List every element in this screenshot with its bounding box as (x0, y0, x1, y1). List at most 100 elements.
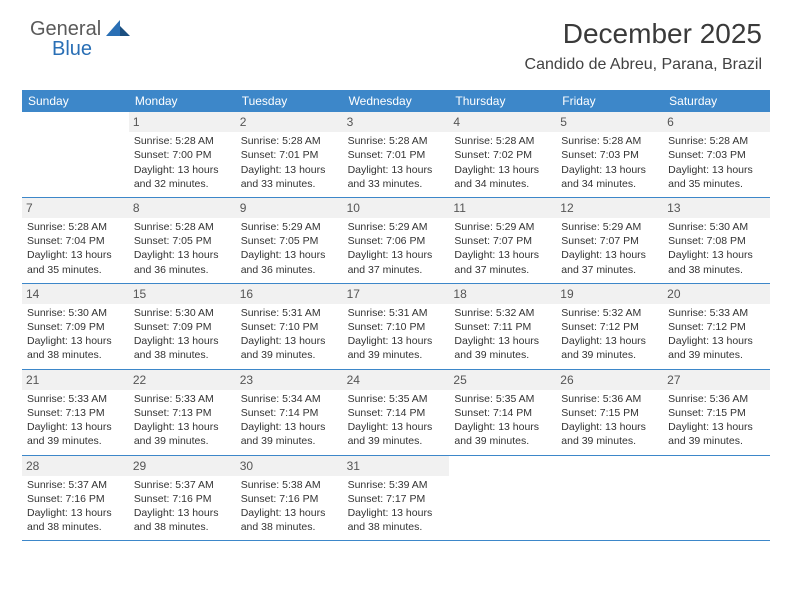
week-row: 21Sunrise: 5:33 AMSunset: 7:13 PMDayligh… (22, 370, 770, 456)
day-number: 5 (556, 112, 663, 132)
week-row: 14Sunrise: 5:30 AMSunset: 7:09 PMDayligh… (22, 284, 770, 370)
sunrise-text: Sunrise: 5:35 AM (454, 392, 551, 406)
day-cell: 8Sunrise: 5:28 AMSunset: 7:05 PMDaylight… (129, 198, 236, 283)
day-cell: 27 Sunrise: 5:36 AMSunset: 7:15 PMDayligh… (663, 370, 770, 455)
day-number: 12 (556, 198, 663, 218)
day-number: 6 (663, 112, 770, 132)
dow-tue: Tuesday (236, 90, 343, 112)
day-cell: 5Sunrise: 5:28 AMSunset: 7:03 PMDaylight… (556, 112, 663, 197)
day-number: 9 (236, 198, 343, 218)
sunset-text: Sunset: 7:08 PM (668, 234, 765, 248)
sunset-text: Sunset: 7:10 PM (348, 320, 445, 334)
day-cell: 1Sunrise: 5:28 AMSunset: 7:00 PMDaylight… (129, 112, 236, 197)
daylight-text: Daylight: 13 hours and 39 minutes. (668, 420, 765, 448)
dow-mon: Monday (129, 90, 236, 112)
sunset-text: Sunset: 7:03 PM (561, 148, 658, 162)
day-number: 25 (449, 370, 556, 390)
day-cell: 3Sunrise: 5:28 AMSunset: 7:01 PMDaylight… (343, 112, 450, 197)
day-cell: 31Sunrise: 5:39 AMSunset: 7:17 PMDayligh… (343, 456, 450, 541)
sunset-text: Sunset: 7:07 PM (454, 234, 551, 248)
daylight-text: Daylight: 13 hours and 39 minutes. (134, 420, 231, 448)
brand-part2: Blue (52, 38, 92, 61)
daylight-text: Daylight: 13 hours and 35 minutes. (668, 163, 765, 191)
sunrise-text: Sunrise: 5:37 AM (134, 478, 231, 492)
sunset-text: Sunset: 7:04 PM (27, 234, 124, 248)
daylight-text: Daylight: 13 hours and 39 minutes. (454, 334, 551, 362)
daylight-text: Daylight: 13 hours and 32 minutes. (134, 163, 231, 191)
day-number: 23 (236, 370, 343, 390)
daylight-text: Daylight: 13 hours and 39 minutes. (348, 420, 445, 448)
sunrise-text: Sunrise: 5:29 AM (454, 220, 551, 234)
day-cell: 24 Sunrise: 5:35 AMSunset: 7:14 PMDayligh… (343, 370, 450, 455)
daylight-text: Daylight: 13 hours and 39 minutes. (348, 334, 445, 362)
day-number: 26 (556, 370, 663, 390)
day-cell: 10Sunrise: 5:29 AMSunset: 7:06 PMDayligh… (343, 198, 450, 283)
sunset-text: Sunset: 7:15 PM (561, 406, 658, 420)
day-number: 4 (449, 112, 556, 132)
sunrise-text: Sunrise: 5:34 AM (241, 392, 338, 406)
daylight-text: Daylight: 13 hours and 39 minutes. (561, 420, 658, 448)
dow-thu: Thursday (449, 90, 556, 112)
sunrise-text: Sunrise: 5:28 AM (241, 134, 338, 148)
sunrise-text: Sunrise: 5:31 AM (348, 306, 445, 320)
day-number: 10 (343, 198, 450, 218)
daylight-text: Daylight: 13 hours and 39 minutes. (561, 334, 658, 362)
daylight-text: Daylight: 13 hours and 38 minutes. (348, 506, 445, 534)
sunrise-text: Sunrise: 5:28 AM (134, 220, 231, 234)
sunrise-text: Sunrise: 5:30 AM (27, 306, 124, 320)
brand-triangle-icon (106, 20, 130, 36)
sunset-text: Sunset: 7:16 PM (134, 492, 231, 506)
sunset-text: Sunset: 7:16 PM (241, 492, 338, 506)
day-number: 29 (129, 456, 236, 476)
sunrise-text: Sunrise: 5:33 AM (668, 306, 765, 320)
day-number: 27 (663, 370, 770, 390)
weeks-container: 1Sunrise: 5:28 AMSunset: 7:00 PMDaylight… (22, 112, 770, 541)
sunrise-text: Sunrise: 5:30 AM (134, 306, 231, 320)
day-number: 17 (343, 284, 450, 304)
day-number: 16 (236, 284, 343, 304)
day-number: 11 (449, 198, 556, 218)
daylight-text: Daylight: 13 hours and 39 minutes. (454, 420, 551, 448)
sunrise-text: Sunrise: 5:36 AM (668, 392, 765, 406)
day-cell: 17 Sunrise: 5:31 AMSunset: 7:10 PMDayligh… (343, 284, 450, 369)
day-cell (663, 456, 770, 541)
sunset-text: Sunset: 7:09 PM (27, 320, 124, 334)
sunrise-text: Sunrise: 5:35 AM (348, 392, 445, 406)
sunset-text: Sunset: 7:13 PM (134, 406, 231, 420)
day-cell: 20Sunrise: 5:33 AMSunset: 7:12 PMDayligh… (663, 284, 770, 369)
daylight-text: Daylight: 13 hours and 36 minutes. (241, 248, 338, 276)
sunrise-text: Sunrise: 5:28 AM (454, 134, 551, 148)
day-cell: 16Sunrise: 5:31 AMSunset: 7:10 PMDayligh… (236, 284, 343, 369)
sunset-text: Sunset: 7:05 PM (241, 234, 338, 248)
sunset-text: Sunset: 7:01 PM (348, 148, 445, 162)
day-cell (22, 112, 129, 197)
daylight-text: Daylight: 13 hours and 33 minutes. (241, 163, 338, 191)
dow-header: Sunday Monday Tuesday Wednesday Thursday… (22, 90, 770, 112)
daylight-text: Daylight: 13 hours and 36 minutes. (134, 248, 231, 276)
sunset-text: Sunset: 7:17 PM (348, 492, 445, 506)
dow-fri: Friday (556, 90, 663, 112)
sunrise-text: Sunrise: 5:28 AM (668, 134, 765, 148)
day-cell: 11Sunrise: 5:29 AMSunset: 7:07 PMDayligh… (449, 198, 556, 283)
sunset-text: Sunset: 7:00 PM (134, 148, 231, 162)
brand-logo: General Blue (30, 18, 140, 64)
daylight-text: Daylight: 13 hours and 34 minutes. (454, 163, 551, 191)
month-title: December 2025 (525, 18, 762, 50)
day-cell: 26Sunrise: 5:36 AMSunset: 7:15 PMDayligh… (556, 370, 663, 455)
daylight-text: Daylight: 13 hours and 38 minutes. (134, 506, 231, 534)
daylight-text: Daylight: 13 hours and 39 minutes. (241, 334, 338, 362)
day-cell: 7Sunrise: 5:28 AMSunset: 7:04 PMDaylight… (22, 198, 129, 283)
sunset-text: Sunset: 7:03 PM (668, 148, 765, 162)
daylight-text: Daylight: 13 hours and 39 minutes. (668, 334, 765, 362)
daylight-text: Daylight: 13 hours and 37 minutes. (348, 248, 445, 276)
day-number: 28 (22, 456, 129, 476)
day-cell: 22Sunrise: 5:33 AMSunset: 7:13 PMDayligh… (129, 370, 236, 455)
day-cell: 15Sunrise: 5:30 AMSunset: 7:09 PMDayligh… (129, 284, 236, 369)
day-number: 24 (343, 370, 450, 390)
sunset-text: Sunset: 7:15 PM (668, 406, 765, 420)
title-block: December 2025 Candido de Abreu, Parana, … (525, 18, 762, 74)
sunrise-text: Sunrise: 5:37 AM (27, 478, 124, 492)
sunset-text: Sunset: 7:09 PM (134, 320, 231, 334)
sunset-text: Sunset: 7:14 PM (348, 406, 445, 420)
sunrise-text: Sunrise: 5:39 AM (348, 478, 445, 492)
